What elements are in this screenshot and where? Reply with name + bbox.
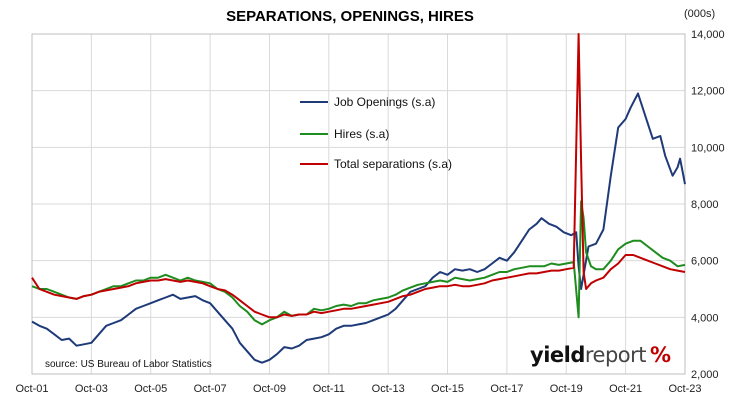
- series-line-hires-s-a: [31, 200, 686, 326]
- legend-label: Hires (s.a): [334, 127, 389, 141]
- legend-label: Total separations (s.a): [334, 157, 452, 171]
- chart-grid: [31, 33, 686, 375]
- chart-title: SEPARATIONS, OPENINGS, HIRES: [226, 8, 474, 25]
- y-tick-label: 10,000: [691, 142, 725, 154]
- source-note: source: US Bureau of Labor Statistics: [45, 359, 212, 370]
- y-tick-label: 4,000: [691, 312, 719, 324]
- x-tick-label: Oct-13: [372, 383, 405, 395]
- x-tick-label: Oct-01: [15, 383, 48, 395]
- legend-label: Job Openings (s.a): [334, 95, 435, 109]
- logo-percent-symbol: %: [650, 343, 672, 367]
- axis-ticks: 2,000 4,000 6,000 8,000 10,000 12,000 14,000 Oc…: [15, 29, 724, 395]
- y-tick-label: 8,000: [691, 199, 719, 211]
- logo-word-yield: yield: [530, 343, 585, 367]
- y-tick-label: 14,000: [691, 29, 725, 41]
- x-tick-label: Oct-23: [668, 383, 701, 395]
- series-layer: [31, 33, 686, 364]
- x-tick-label: Oct-05: [134, 383, 167, 395]
- x-tick-label: Oct-17: [490, 383, 523, 395]
- logo-word-report: report: [584, 343, 647, 367]
- x-tick-label: Oct-21: [609, 383, 642, 395]
- y-tick-label: 2,000: [691, 369, 719, 381]
- series-line-job-openings-s-a: [31, 92, 686, 364]
- x-tick-label: Oct-11: [313, 383, 345, 395]
- x-tick-label: Oct-19: [550, 383, 583, 395]
- y-tick-label: 12,000: [691, 86, 725, 98]
- x-tick-label: Oct-07: [194, 383, 227, 395]
- x-tick-label: Oct-09: [253, 383, 286, 395]
- x-tick-label: Oct-03: [75, 383, 108, 395]
- yieldreport-logo: yield report %: [530, 343, 671, 373]
- series-line-total-separations-s-a: [31, 33, 686, 319]
- legend: Job Openings (s.a) Hires (s.a) Total separ…: [300, 95, 452, 171]
- y-axis-unit: (000s): [684, 8, 716, 20]
- y-tick-label: 6,000: [691, 256, 719, 268]
- x-tick-label: Oct-15: [431, 383, 464, 395]
- plot-area: [31, 33, 686, 375]
